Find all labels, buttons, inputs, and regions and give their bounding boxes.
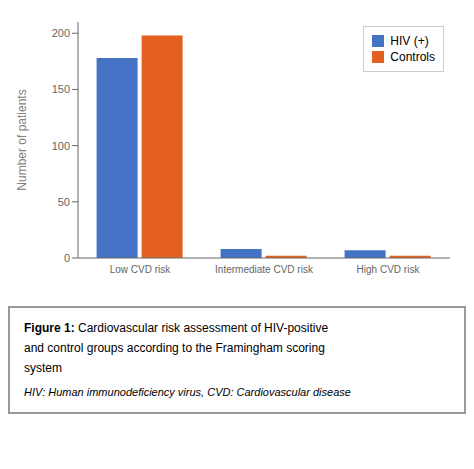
- html-text:HIV: Human immunodeficiency vi: HIV: Human immunodeficiency virus, CVD: …: [24, 386, 351, 398]
- svg-text:High CVD risk: High CVD risk: [357, 264, 421, 275]
- svg-text:Intermediate CVD risk: Intermediate CVD risk: [215, 264, 314, 275]
- svg-text:Number of patients: Number of patients: [15, 89, 29, 190]
- html-text:Figure 1: Cardiovascular risk: Figure 1: Cardiovascular risk assessment…: [24, 321, 329, 335]
- html-text:and control groups according t: and control groups according to the Fram…: [24, 341, 325, 355]
- svg-text:0: 0: [64, 252, 70, 264]
- svg-text:150: 150: [52, 83, 70, 95]
- svg-text:100: 100: [52, 140, 70, 152]
- svg-text:50: 50: [58, 196, 70, 208]
- html-text:Controls: Controls: [390, 50, 435, 64]
- html-text:system: system: [24, 361, 62, 375]
- svg-text:200: 200: [52, 27, 70, 39]
- svg-text:Low CVD risk: Low CVD risk: [110, 264, 172, 275]
- html-text:HIV (+): HIV (+): [390, 34, 429, 48]
